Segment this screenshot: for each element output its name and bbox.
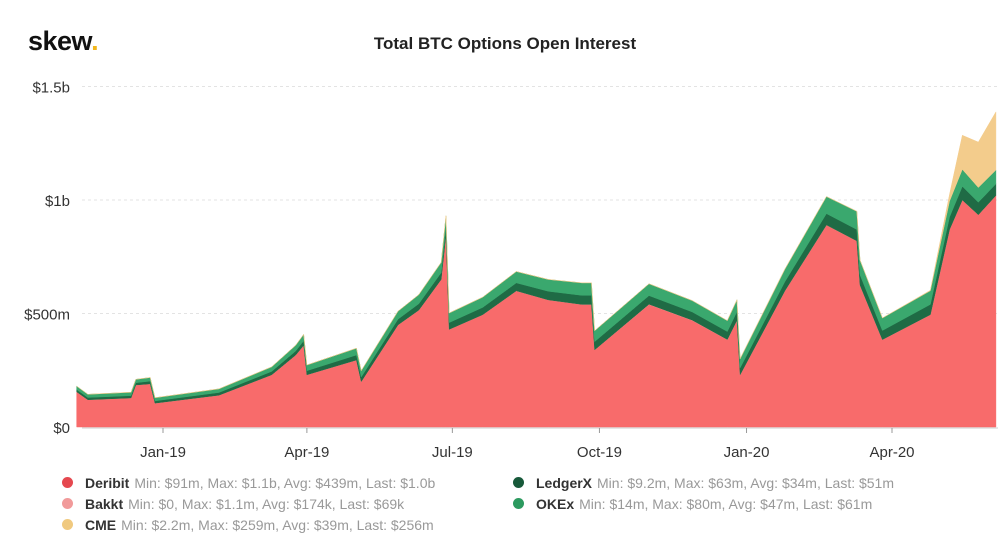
legend-dot-icon xyxy=(62,477,73,488)
legend-dot-icon xyxy=(62,519,73,530)
legend-series-stats: Min: $0, Max: $1.1m, Avg: $174k, Last: $… xyxy=(128,495,405,512)
legend-right: LedgerX Min: $9.2m, Max: $63m, Avg: $34m,… xyxy=(513,472,894,514)
x-tick-label: Jan-19 xyxy=(140,444,186,461)
x-tick-label: Jul-19 xyxy=(432,444,473,461)
legend-series-name: Bakkt xyxy=(85,495,124,512)
y-tick-label: $1b xyxy=(45,193,70,210)
x-tick-label: Jan-20 xyxy=(724,444,770,461)
legend-series-name: CME xyxy=(85,516,117,533)
legend-series-name: OKEx xyxy=(536,495,575,512)
legend-series-stats: Min: $14m, Max: $80m, Avg: $47m, Last: $… xyxy=(579,495,873,512)
legend-left: Deribit Min: $91m, Max: $1.1b, Avg: $439m… xyxy=(62,472,435,535)
legend-item-bakkt[interactable]: Bakkt Min: $0, Max: $1.1m, Avg: $174k, La… xyxy=(62,493,435,514)
legend-item-ledgerx[interactable]: LedgerX Min: $9.2m, Max: $63m, Avg: $34m,… xyxy=(513,472,894,493)
chart-title: Total BTC Options Open Interest xyxy=(373,34,637,53)
x-tick-label: Apr-20 xyxy=(869,444,914,461)
area-cme xyxy=(76,110,997,398)
legend-series-name: LedgerX xyxy=(536,474,593,491)
legend-item-cme[interactable]: CME Min: $2.2m, Max: $259m, Avg: $39m, La… xyxy=(62,514,435,535)
legend-series-stats: Min: $2.2m, Max: $259m, Avg: $39m, Last:… xyxy=(121,516,434,533)
y-tick-label: $1.5b xyxy=(32,80,70,97)
legend-dot-icon xyxy=(513,477,524,488)
legend-series-stats: Min: $91m, Max: $1.1b, Avg: $439m, Last:… xyxy=(134,474,436,491)
skew-logo: skew. xyxy=(28,26,99,56)
x-tick-label: Oct-19 xyxy=(577,444,622,461)
x-tick-label: Apr-19 xyxy=(284,444,329,461)
legend-dot-icon xyxy=(513,498,524,509)
legend-series-stats: Min: $9.2m, Max: $63m, Avg: $34m, Last: … xyxy=(597,474,895,491)
legend-series-name: Deribit xyxy=(85,474,130,491)
legend-item-deribit[interactable]: Deribit Min: $91m, Max: $1.1b, Avg: $439m… xyxy=(62,472,435,493)
legend-dot-icon xyxy=(62,498,73,509)
y-tick-label: $0 xyxy=(53,420,70,437)
legend-item-okex[interactable]: OKEx Min: $14m, Max: $80m, Avg: $47m, Las… xyxy=(513,493,894,514)
y-tick-label: $500m xyxy=(24,307,70,324)
